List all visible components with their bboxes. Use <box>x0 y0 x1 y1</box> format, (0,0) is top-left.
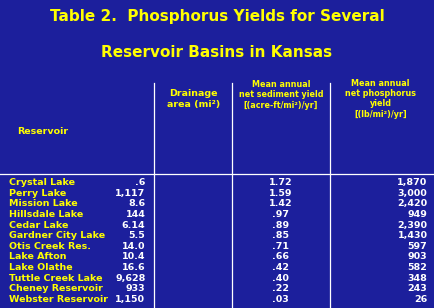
Text: 1.59: 1.59 <box>269 188 293 197</box>
Text: Perry Lake: Perry Lake <box>9 188 66 197</box>
Text: Reservoir: Reservoir <box>17 127 69 136</box>
Text: 903: 903 <box>408 253 427 261</box>
Text: Lake Afton: Lake Afton <box>9 253 66 261</box>
Text: 1.72: 1.72 <box>269 178 293 187</box>
Text: .71: .71 <box>272 242 289 251</box>
Text: 2,390: 2,390 <box>398 221 427 229</box>
Text: .89: .89 <box>272 221 289 229</box>
Text: 5.5: 5.5 <box>128 231 145 240</box>
Text: .03: .03 <box>273 295 289 304</box>
Text: .85: .85 <box>272 231 289 240</box>
Text: .22: .22 <box>272 285 289 294</box>
Text: 933: 933 <box>126 285 145 294</box>
Text: Otis Creek Res.: Otis Creek Res. <box>9 242 91 251</box>
Text: Tuttle Creek Lake: Tuttle Creek Lake <box>9 274 102 283</box>
Text: .6: .6 <box>135 178 145 187</box>
Text: Mean annual
net sediment yield
[(acre-ft/mi²)/yr]: Mean annual net sediment yield [(acre-ft… <box>239 80 323 110</box>
Text: .97: .97 <box>272 210 289 219</box>
Text: 8.6: 8.6 <box>128 199 145 208</box>
Text: .40: .40 <box>273 274 289 283</box>
Text: 1,430: 1,430 <box>398 231 427 240</box>
Text: 2,420: 2,420 <box>398 199 427 208</box>
Text: 243: 243 <box>408 285 427 294</box>
Text: Drainage
area (mi²): Drainage area (mi²) <box>167 89 220 109</box>
Text: 26: 26 <box>414 295 427 304</box>
Text: 1,150: 1,150 <box>115 295 145 304</box>
Text: 1,117: 1,117 <box>115 188 145 197</box>
Text: Lake Olathe: Lake Olathe <box>9 263 72 272</box>
Text: Table 2.  Phosphorus Yields for Several: Table 2. Phosphorus Yields for Several <box>49 9 385 24</box>
Text: Gardner City Lake: Gardner City Lake <box>9 231 105 240</box>
Text: Mission Lake: Mission Lake <box>9 199 77 208</box>
Text: 16.6: 16.6 <box>122 263 145 272</box>
Text: 582: 582 <box>408 263 427 272</box>
Text: Crystal Lake: Crystal Lake <box>9 178 75 187</box>
Text: 10.4: 10.4 <box>122 253 145 261</box>
Text: Webster Reservoir: Webster Reservoir <box>9 295 108 304</box>
Text: 1.42: 1.42 <box>269 199 293 208</box>
Text: Hillsdale Lake: Hillsdale Lake <box>9 210 83 219</box>
Text: 949: 949 <box>408 210 427 219</box>
Text: 1,870: 1,870 <box>397 178 427 187</box>
Text: 14.0: 14.0 <box>122 242 145 251</box>
Text: Reservoir Basins in Kansas: Reservoir Basins in Kansas <box>102 45 332 60</box>
Text: Mean annual
net phosphorus
yield
[(lb/mi²)/yr]: Mean annual net phosphorus yield [(lb/mi… <box>345 79 416 119</box>
Text: Cedar Lake: Cedar Lake <box>9 221 68 229</box>
Text: Cheney Reservoir: Cheney Reservoir <box>9 285 102 294</box>
Text: 6.14: 6.14 <box>122 221 145 229</box>
Text: 3,000: 3,000 <box>398 188 427 197</box>
Text: 144: 144 <box>125 210 145 219</box>
Text: .66: .66 <box>272 253 289 261</box>
Text: 597: 597 <box>408 242 427 251</box>
Text: 348: 348 <box>408 274 427 283</box>
Text: .42: .42 <box>272 263 289 272</box>
Text: 9,628: 9,628 <box>115 274 145 283</box>
